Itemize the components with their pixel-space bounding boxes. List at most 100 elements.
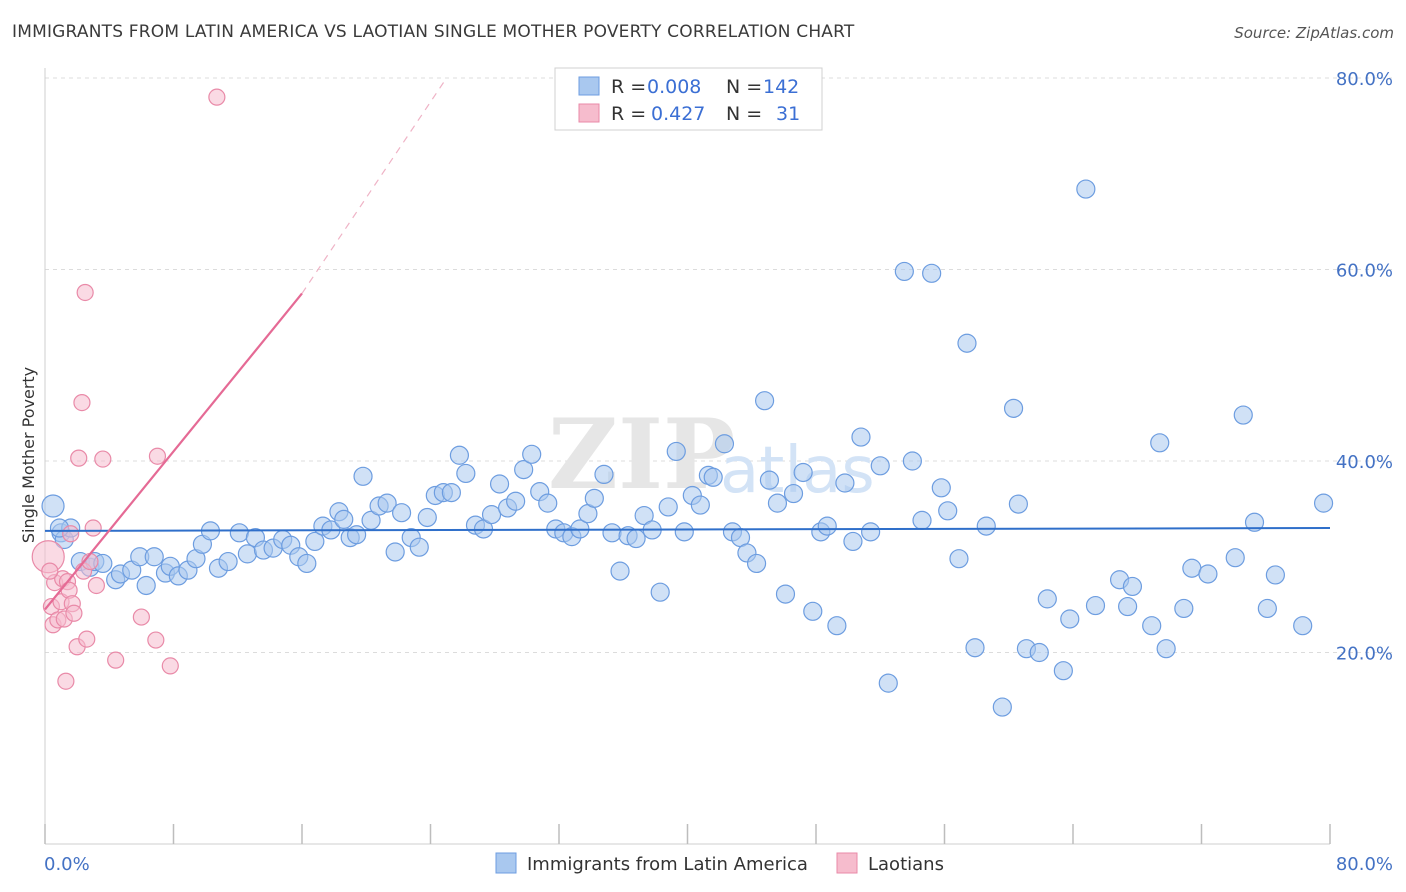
point-laotians-15 [70,449,88,467]
bottom-legend-swatch-pink [836,852,858,874]
point-latin-america-111 [949,549,969,569]
point-latin-america-90 [759,470,780,490]
point-latin-america-138 [1265,565,1285,585]
point-latin-america-51 [449,445,470,465]
point-latin-america-129 [1150,433,1170,453]
points-layer [31,88,1334,717]
y-axis-title: Single Mother Poverty [19,367,38,543]
legend-n-label-1: N = [726,103,762,125]
legend-r-value-0: 0.008 [647,76,701,98]
point-latin-america-95 [803,601,823,621]
point-latin-america-109 [931,478,951,498]
point-latin-america-56 [489,474,510,494]
bottom-legend-label-pink: Laotians [868,854,944,875]
point-latin-america-42 [377,493,397,513]
point-latin-america-50 [441,482,461,503]
point-laotians-21 [84,519,102,537]
point-latin-america-71 [610,561,630,581]
point-latin-america-122 [1060,609,1080,629]
point-latin-america-0 [41,494,65,518]
point-latin-america-120 [1037,589,1057,609]
point-laotians-24 [107,651,125,669]
trendline-latin-america [44,527,1331,532]
point-latin-america-89 [754,391,775,411]
point-latin-america-70 [602,523,622,543]
x-tick-label-min: 0.0% [44,854,90,875]
point-laotians-16 [73,393,91,412]
point-latin-america-78 [666,441,686,462]
point-laotians-13 [65,604,83,622]
point-latin-america-59 [514,460,534,480]
point-latin-america-79 [674,522,694,542]
point-latin-america-43 [385,542,405,562]
point-latin-america-107 [912,510,932,530]
point-latin-america-46 [409,537,429,557]
point-latin-america-58 [506,491,526,511]
legend-r-value-1: 0.427 [651,103,705,125]
point-laotians-26 [147,631,165,649]
point-latin-america-112 [957,333,977,353]
point-latin-america-52 [456,463,476,484]
bottom-legend: Immigrants from Latin America Laotians [495,852,944,875]
legend-n-value-0: 142 [763,76,799,98]
point-latin-america-47 [417,507,437,528]
point-latin-america-83 [703,467,723,487]
axes-layer: 20.0% 40.0% 60.0% 80.0% 0.0% 80.0% [44,68,1393,875]
point-latin-america-119 [1029,642,1049,663]
point-latin-america-117 [1008,494,1028,514]
point-latin-america-99 [835,473,855,493]
point-latin-america-115 [992,697,1012,717]
point-latin-america-110 [938,501,958,521]
point-latin-america-137 [1257,598,1277,619]
point-latin-america-116 [1003,398,1024,418]
point-latin-america-97 [817,516,837,536]
point-latin-america-13 [144,547,164,567]
point-latin-america-130 [1156,639,1176,659]
legend-swatch-blue [578,76,600,96]
point-laotians-23 [94,450,112,468]
point-latin-america-91 [767,493,788,513]
point-latin-america-94 [793,462,813,483]
point-latin-america-102 [861,522,881,542]
point-laotians-25 [132,608,150,626]
trendline-laotians [44,292,303,611]
bottom-legend-label-blue: Immigrants from Latin America [527,854,808,875]
legend-n-label-0: N = [726,76,762,98]
point-latin-america-108 [922,263,942,283]
y-tick-label-60: 60.0% [1336,261,1393,282]
point-latin-america-134 [1225,548,1245,568]
point-latin-america-133 [1198,564,1218,584]
point-latin-america-131 [1174,598,1194,619]
point-latin-america-113 [965,638,985,658]
y-tick-label-80: 80.0% [1336,69,1393,90]
point-latin-america-105 [894,261,914,282]
point-latin-america-44 [391,503,412,523]
point-latin-america-77 [658,497,678,517]
chart-title: IMMIGRANTS FROM LATIN AMERICA VS LAOTIAN… [12,22,855,42]
point-latin-america-22 [218,551,238,572]
watermark-zip: ZIP [548,398,735,511]
point-latin-america-135 [1233,405,1253,425]
point-latin-america-68 [584,488,604,508]
x-tick-label-max: 80.0% [1336,854,1393,875]
point-latin-america-123 [1076,179,1096,199]
point-latin-america-23 [229,523,249,543]
point-latin-america-132 [1182,558,1202,578]
legend-n-value-1: 31 [776,103,800,125]
point-latin-america-136 [1244,512,1265,532]
point-latin-america-36 [334,509,354,530]
point-latin-america-39 [353,466,373,486]
point-latin-america-24 [237,544,257,564]
point-laotians-18 [76,283,94,302]
point-latin-america-81 [690,495,710,515]
point-laotians-30 [41,562,59,580]
point-latin-america-98 [827,616,847,636]
point-latin-america-126 [1118,596,1138,617]
point-latin-america-140 [1313,493,1334,513]
point-latin-america-100 [843,531,863,552]
legend-box: R = 0.008 N = 142 R = 0.427 N = 31 [554,67,823,131]
legend-swatch-pink [578,103,600,123]
bottom-legend-swatch-blue [495,852,517,874]
point-latin-america-92 [775,584,796,604]
legend-r-label-1: R = [611,103,646,125]
